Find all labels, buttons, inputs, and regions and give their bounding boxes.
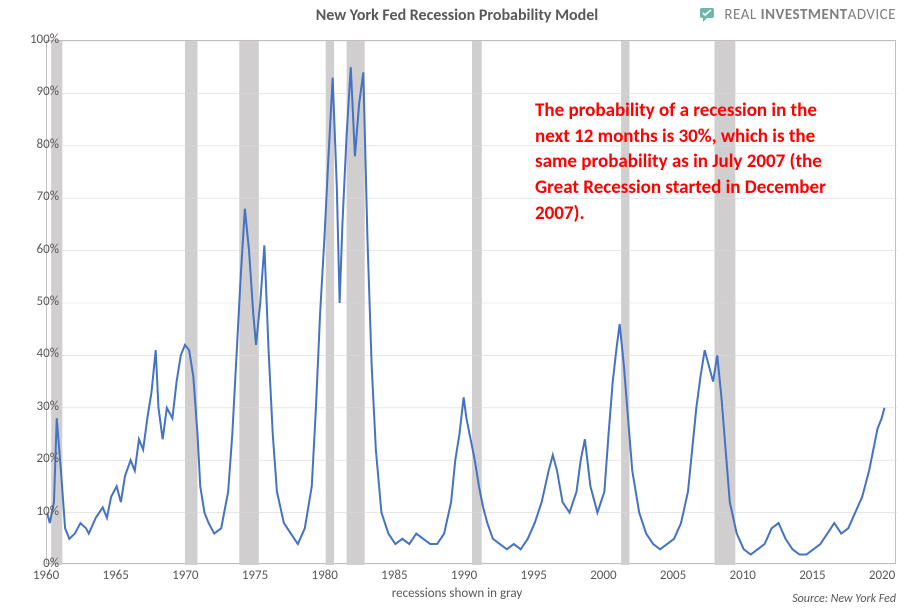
x-tick-label: 2020 [869,568,895,583]
y-tick-label: 40% [19,346,59,361]
y-tick-label: 20% [19,451,59,466]
x-tick-label: 1990 [451,568,477,583]
brand-word-3: ADVICE [848,6,896,24]
x-tick-label: 2000 [590,568,616,583]
source-text: Source: New York Fed [792,592,896,606]
brand-word-1: REAL [724,6,756,24]
y-tick-label: 80% [19,137,59,152]
x-tick-label: 2005 [660,568,686,583]
y-tick-label: 10% [19,504,59,519]
chat-bubble-icon [700,8,718,22]
y-tick-label: 60% [19,242,59,257]
y-tick-label: 100% [19,32,59,47]
brand-word-2: INVESTMENT [761,6,848,24]
x-tick-label: 1995 [521,568,547,583]
caption: recessions shown in gray [0,586,914,601]
x-tick-label: 1965 [102,568,128,583]
x-tick-label: 1970 [172,568,198,583]
brand-logo: REAL INVESTMENTADVICE [700,6,896,24]
x-tick-label: 2015 [799,568,825,583]
y-tick-label: 50% [19,294,59,309]
x-tick-label: 1980 [312,568,338,583]
x-tick-label: 2010 [730,568,756,583]
x-tick-label: 1985 [381,568,407,583]
x-tick-label: 1975 [242,568,268,583]
y-tick-label: 70% [19,189,59,204]
y-tick-label: 90% [19,84,59,99]
annotation-text: The probability of a recession in the ne… [535,98,835,226]
x-tick-label: 1960 [33,568,59,583]
y-tick-label: 30% [19,399,59,414]
